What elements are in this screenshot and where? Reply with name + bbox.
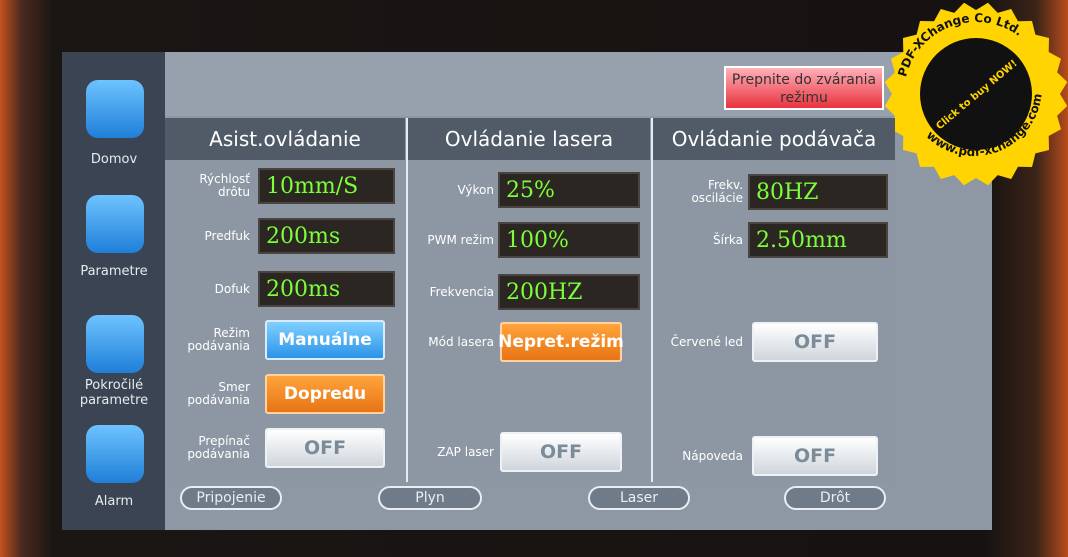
field-label: Červené led (655, 322, 743, 362)
toggle-button[interactable]: Manuálne (265, 320, 385, 360)
value-display[interactable]: 200ms (258, 218, 395, 254)
nav-label[interactable]: Alarm (64, 494, 164, 509)
field-label: Frekvencia (410, 274, 494, 310)
toggle-button[interactable]: OFF (500, 432, 622, 472)
tab-button[interactable]: Laser (588, 486, 690, 510)
tab-button[interactable]: Pripojenie (180, 486, 282, 510)
value-display[interactable]: 25% (498, 172, 640, 208)
toggle-button[interactable]: Nepret.režim (500, 322, 622, 362)
toggle-button[interactable]: OFF (752, 436, 878, 476)
field-label: Režim podávania (168, 320, 250, 360)
field-label: Šírka (655, 222, 743, 258)
mode-switch-button[interactable]: Prepnite do zvárania režimu (724, 66, 884, 110)
tab-button[interactable]: Plyn (378, 486, 482, 510)
nav-icon[interactable] (86, 425, 144, 483)
divider (406, 118, 408, 482)
field-label: Výkon (410, 172, 494, 208)
value-display[interactable]: 100% (498, 222, 640, 258)
field-label: ZAP laser (410, 432, 494, 472)
field-label: Rýchlosť drôtu (168, 168, 250, 204)
value-display[interactable]: 2.50mm (748, 222, 888, 258)
field-label: Dofuk (168, 271, 250, 307)
value-display[interactable]: 200HZ (498, 274, 640, 310)
field-label: Nápoveda (655, 436, 743, 476)
nav-label[interactable]: Domov (64, 152, 164, 167)
panel-title: Asist.ovládanie (165, 118, 405, 160)
nav-label[interactable]: Pokročilé parametre (64, 378, 164, 408)
value-display[interactable]: 10mm/S (258, 168, 395, 204)
field-label: Smer podávania (168, 374, 250, 414)
nav-icon[interactable] (86, 195, 144, 253)
value-display[interactable]: 80HZ (748, 174, 888, 210)
toggle-button[interactable]: Dopredu (265, 374, 385, 414)
field-label: Predfuk (168, 218, 250, 254)
divider (651, 118, 653, 482)
watermark-stamp: PDF-XChange Co Ltd.www.pdf-xchange.comCl… (876, 0, 1068, 194)
panel-title: Ovládanie podávača (653, 118, 895, 160)
field-label: Prepínač podávania (168, 428, 250, 468)
toggle-button[interactable]: OFF (265, 428, 385, 468)
nav-icon[interactable] (86, 80, 144, 138)
screenshot: Prepnite do zvárania režimu PDF-XChange … (0, 0, 1068, 557)
toggle-button[interactable]: OFF (752, 322, 878, 362)
field-label: Mód lasera (410, 322, 494, 362)
field-label: Frekv. oscilácie (655, 174, 743, 210)
value-display[interactable]: 200ms (258, 271, 395, 307)
tab-button[interactable]: Drôt (784, 486, 886, 510)
panel-title: Ovládanie lasera (408, 118, 650, 160)
nav-icon[interactable] (86, 315, 144, 373)
nav-label[interactable]: Parametre (64, 264, 164, 279)
field-label: PWM režim (410, 222, 494, 258)
